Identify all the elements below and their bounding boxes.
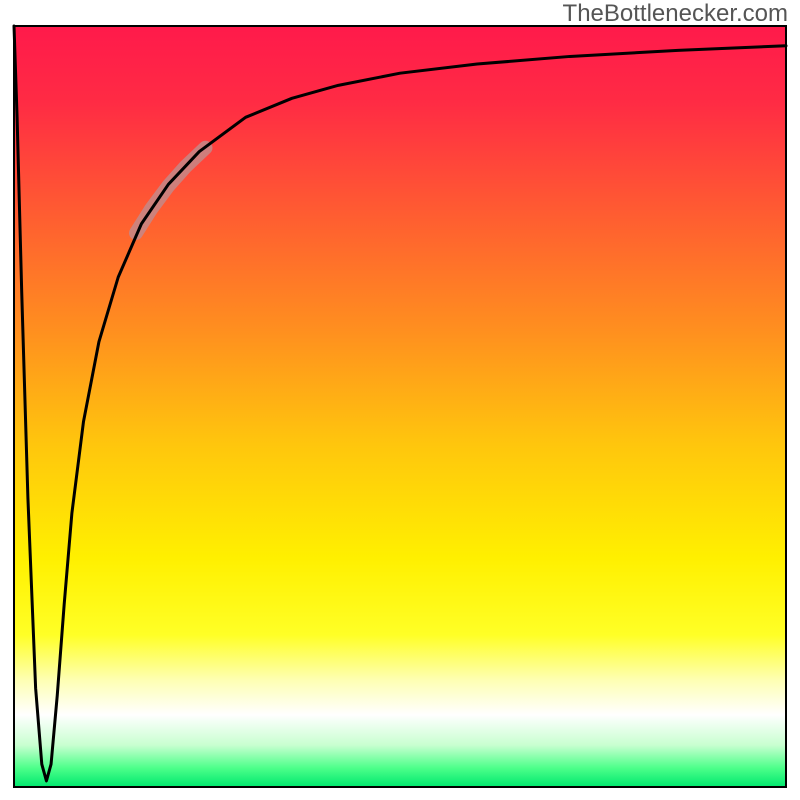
chart-svg xyxy=(0,0,800,800)
chart-frame: TheBottlenecker.com xyxy=(0,0,800,800)
gradient-background xyxy=(14,26,786,787)
attribution-label: TheBottlenecker.com xyxy=(563,0,788,28)
